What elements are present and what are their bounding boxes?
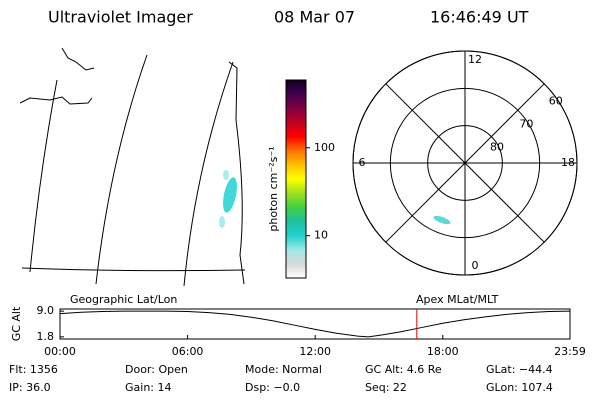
x-tick-label: 12:00 — [299, 345, 331, 358]
colorbar-tick-label: 100 — [314, 141, 335, 154]
colorbar-label: photon cm⁻²s⁻¹ — [267, 146, 280, 231]
mlt-label: 0 — [472, 259, 479, 272]
x-tick-label: 18:00 — [427, 345, 459, 358]
mlt-label: 12 — [468, 53, 482, 66]
status-field: Dsp: −0.0 — [245, 381, 300, 394]
coastline — [61, 47, 95, 71]
status-footer: Flt: 1356 Door: Open Mode: Normal GC Alt: 4… — [9, 363, 553, 394]
aurora-blob — [433, 215, 451, 225]
meridian — [183, 61, 234, 287]
meridian — [29, 79, 58, 273]
status-field: GC Alt: 4.6 Re — [365, 363, 442, 376]
coastline — [19, 96, 93, 105]
y-tick-label: 1.8 — [37, 330, 55, 343]
spoke — [385, 162, 466, 243]
mlt-label: 18 — [561, 156, 575, 169]
status-field: Seq: 22 — [365, 381, 407, 394]
lat-label: 60 — [549, 94, 563, 107]
orbit-plot: Geographic Lat/Lon Apex MLat/MLT GC Alt 9.0… — [10, 293, 586, 358]
map-edge — [228, 61, 245, 285]
meridian — [95, 54, 148, 285]
map-panel — [19, 47, 246, 287]
x-tick-label: 06:00 — [172, 345, 204, 358]
colorbar: 10 100 photon cm⁻²s⁻¹ — [267, 79, 335, 279]
status-field: Mode: Normal — [245, 363, 322, 376]
y-label: GC Alt — [10, 306, 23, 341]
lat-label: 70 — [519, 117, 533, 130]
time: 16:46:49 UT — [430, 8, 529, 27]
parallel — [21, 267, 246, 272]
status-field: Flt: 1356 — [9, 363, 58, 376]
spoke — [385, 83, 466, 164]
colorbar-fill — [285, 79, 307, 279]
mlt-label: 6 — [359, 156, 366, 169]
x-tick-label: 00:00 — [44, 345, 76, 358]
colorbar-tick-label: 10 — [314, 229, 328, 242]
status-field: IP: 36.0 — [9, 381, 51, 394]
title: Ultraviolet Imager — [48, 8, 193, 27]
left-label: Geographic Lat/Lon — [70, 293, 177, 306]
aurora — [219, 170, 237, 228]
right-label: Apex MLat/MLT — [416, 293, 499, 306]
date: 08 Mar 07 — [274, 8, 355, 27]
status-field: GLat: −44.4 — [486, 363, 553, 376]
status-field: GLon: 107.4 — [486, 381, 553, 394]
spoke — [464, 83, 545, 164]
y-tick-label: 9.0 — [37, 304, 55, 317]
lat-label: 80 — [490, 140, 504, 153]
status-field: Gain: 14 — [125, 381, 172, 394]
spoke — [464, 162, 545, 243]
status-field: Door: Open — [125, 363, 188, 376]
altitude-line — [59, 310, 571, 338]
x-tick-label: 23:59 — [554, 345, 586, 358]
